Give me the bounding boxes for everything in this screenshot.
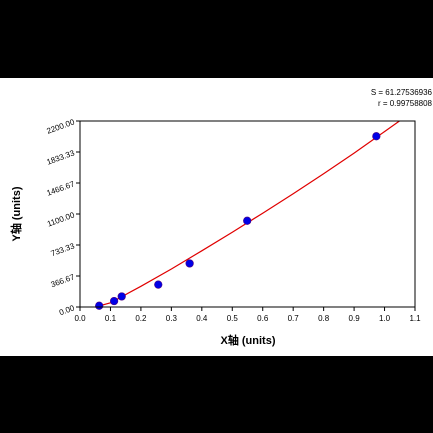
x-tick-label: 0.1 [105,314,117,323]
x-tick-label: 0.4 [196,314,208,323]
x-axis-ticks: 0.0 0.1 0.2 0.3 0.4 0.5 0.6 0.7 0.8 0.9 1.0 1.1 [74,307,421,323]
y-tick-label: 366.67 [50,272,77,289]
data-point [95,301,104,310]
x-tick-label: 0.7 [288,314,300,323]
y-axis-title: Y轴 (units) [9,186,23,241]
data-point [372,132,381,141]
data-point [110,296,119,306]
x-tick-label: 0.0 [74,314,86,323]
fit-curve [95,121,401,307]
chart-panel [0,78,433,356]
x-axis-title: X轴 (units) [221,333,276,347]
stat-r-value: r = 0.99758808 [378,99,433,108]
x-tick-label: 0.6 [257,314,269,323]
y-tick-label: 1466.67 [45,179,76,198]
fit-curve-layer [95,121,401,307]
x-tick-label: 0.2 [135,314,147,323]
x-tick-label: 0.5 [227,314,239,323]
data-point [185,259,194,268]
data-point [117,292,126,301]
y-tick-label: 733.33 [50,241,77,258]
x-tick-label: 0.8 [318,314,330,323]
x-tick-label: 1.0 [379,314,391,323]
y-tick-label: 1833.33 [45,148,76,167]
data-point [243,216,252,225]
data-points-layer [95,132,381,310]
x-tick-label: 0.3 [166,314,178,323]
stat-s-value: S = 61.27536936 [371,88,433,97]
x-tick-label: 1.1 [409,314,421,323]
y-tick-label: 2200.00 [45,117,76,136]
y-tick-label: 1100.00 [46,210,76,228]
y-axis-ticks: 0.00366.67733.331100.001466.671833.33220… [45,117,80,317]
plot-frame [79,120,416,308]
x-tick-label: 0.9 [349,314,361,323]
data-point [154,280,163,289]
